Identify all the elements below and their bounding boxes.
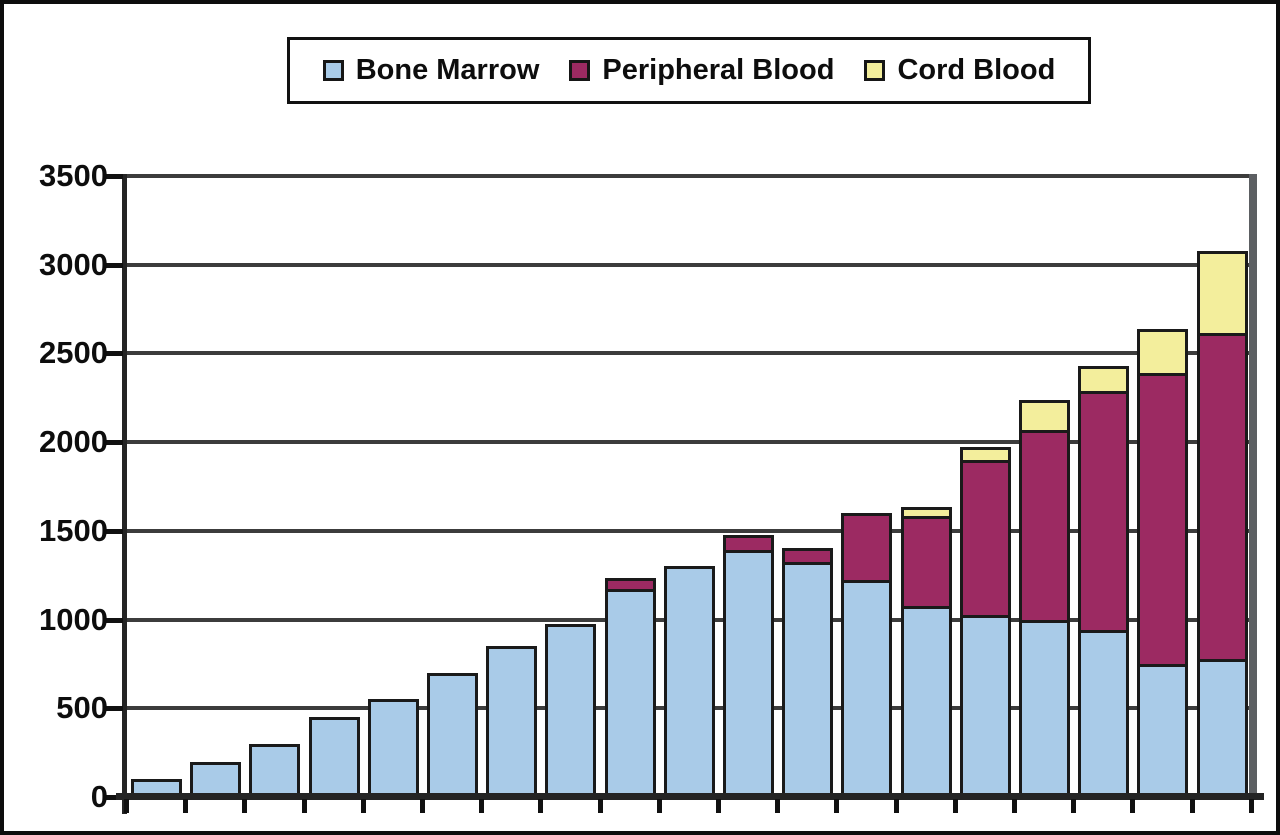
bar-16-segment-cord-blood — [1019, 400, 1070, 433]
y-axis — [122, 174, 127, 814]
legend-label: Cord Blood — [897, 54, 1056, 86]
y-tick-label-1000: 1000 — [39, 602, 108, 637]
bar-19-segment-cord-blood — [1197, 251, 1248, 336]
bar-9-segment-bone-marrow — [605, 589, 656, 800]
x-axis-tick — [479, 799, 484, 813]
x-axis-tick — [1249, 799, 1254, 813]
bar-15-segment-peripheral-blood — [960, 460, 1011, 618]
bar-5-segment-bone-marrow — [368, 699, 419, 800]
bar-3-segment-bone-marrow — [249, 744, 300, 800]
bar-11-segment-peripheral-blood — [723, 535, 774, 553]
bar-4-segment-bone-marrow — [309, 717, 360, 800]
x-axis-tick — [834, 799, 839, 813]
legend-label: Bone Marrow — [355, 54, 540, 86]
legend-item-bone-marrow: Bone Marrow — [322, 54, 540, 87]
plot-right-border — [1249, 174, 1257, 800]
legend-item-peripheral-blood: Peripheral Blood — [569, 54, 834, 87]
x-axis-tick — [598, 799, 603, 813]
x-axis-tick — [716, 799, 721, 813]
bar-6-segment-bone-marrow — [427, 673, 478, 800]
legend-label: Peripheral Blood — [602, 54, 835, 86]
bar-11-segment-bone-marrow — [723, 550, 774, 800]
bar-15-segment-bone-marrow — [960, 615, 1011, 800]
y-axis-tick — [106, 174, 123, 179]
x-axis-tick — [1130, 799, 1135, 813]
bar-9-segment-peripheral-blood — [605, 578, 656, 592]
bar-14-segment-peripheral-blood — [901, 516, 952, 609]
bar-18-segment-peripheral-blood — [1137, 373, 1188, 667]
y-tick-label-500: 500 — [56, 690, 108, 725]
x-axis-tick — [242, 799, 247, 813]
x-axis-tick — [1190, 799, 1195, 813]
y-axis-tick — [106, 795, 123, 800]
x-axis-tick — [1012, 799, 1017, 813]
x-axis-tick — [183, 799, 188, 813]
bar-17-segment-cord-blood — [1078, 366, 1129, 394]
legend-swatch-icon — [322, 60, 344, 81]
bar-10-segment-bone-marrow — [664, 566, 715, 800]
bar-12-segment-peripheral-blood — [782, 548, 833, 565]
gridline-2000 — [122, 440, 1257, 444]
gridline-3000 — [122, 263, 1257, 267]
gridline-1500 — [122, 529, 1257, 533]
x-axis-tick — [775, 799, 780, 813]
gridline-3500 — [122, 174, 1257, 178]
x-axis-tick — [953, 799, 958, 813]
bar-12-segment-bone-marrow — [782, 562, 833, 800]
legend-swatch-icon — [864, 60, 886, 81]
bar-17-segment-peripheral-blood — [1078, 391, 1129, 633]
bar-18-segment-bone-marrow — [1137, 664, 1188, 800]
y-axis-tick — [106, 263, 123, 268]
y-axis-tick — [106, 529, 123, 534]
y-tick-label-0: 0 — [90, 779, 108, 814]
y-tick-label-1500: 1500 — [39, 513, 108, 548]
bar-14-segment-bone-marrow — [901, 606, 952, 800]
bar-18-segment-cord-blood — [1137, 329, 1188, 376]
bar-17-segment-bone-marrow — [1078, 630, 1129, 800]
bar-8-segment-bone-marrow — [545, 624, 596, 800]
x-axis-tick — [302, 799, 307, 813]
x-axis-tick — [361, 799, 366, 813]
bar-19-segment-bone-marrow — [1197, 659, 1248, 800]
y-tick-label-2500: 2500 — [39, 335, 108, 370]
bar-13-segment-peripheral-blood — [841, 513, 892, 583]
x-axis — [116, 793, 1264, 800]
bar-13-segment-bone-marrow — [841, 580, 892, 800]
bar-19-segment-peripheral-blood — [1197, 333, 1248, 662]
x-axis-tick — [1071, 799, 1076, 813]
bar-14-segment-cord-blood — [901, 507, 952, 519]
x-axis-tick — [124, 799, 129, 813]
x-axis-tick — [894, 799, 899, 813]
y-tick-label-3500: 3500 — [39, 158, 108, 193]
y-axis-tick — [106, 351, 123, 356]
y-tick-label-2000: 2000 — [39, 424, 108, 459]
legend-swatch-icon — [569, 60, 591, 81]
y-axis-tick — [106, 706, 123, 711]
bar-7-segment-bone-marrow — [486, 646, 537, 800]
bar-16-segment-bone-marrow — [1019, 620, 1070, 800]
gridline-2500 — [122, 351, 1257, 355]
y-axis-tick — [106, 440, 123, 445]
x-axis-tick — [538, 799, 543, 813]
bar-15-segment-cord-blood — [960, 447, 1011, 463]
y-axis-tick — [106, 618, 123, 623]
x-axis-tick — [657, 799, 662, 813]
chart-legend: Bone Marrow Peripheral Blood Cord Blood — [287, 37, 1091, 104]
x-axis-tick — [420, 799, 425, 813]
bar-16-segment-peripheral-blood — [1019, 430, 1070, 623]
legend-item-cord-blood: Cord Blood — [864, 54, 1055, 87]
y-tick-label-3000: 3000 — [39, 247, 108, 282]
